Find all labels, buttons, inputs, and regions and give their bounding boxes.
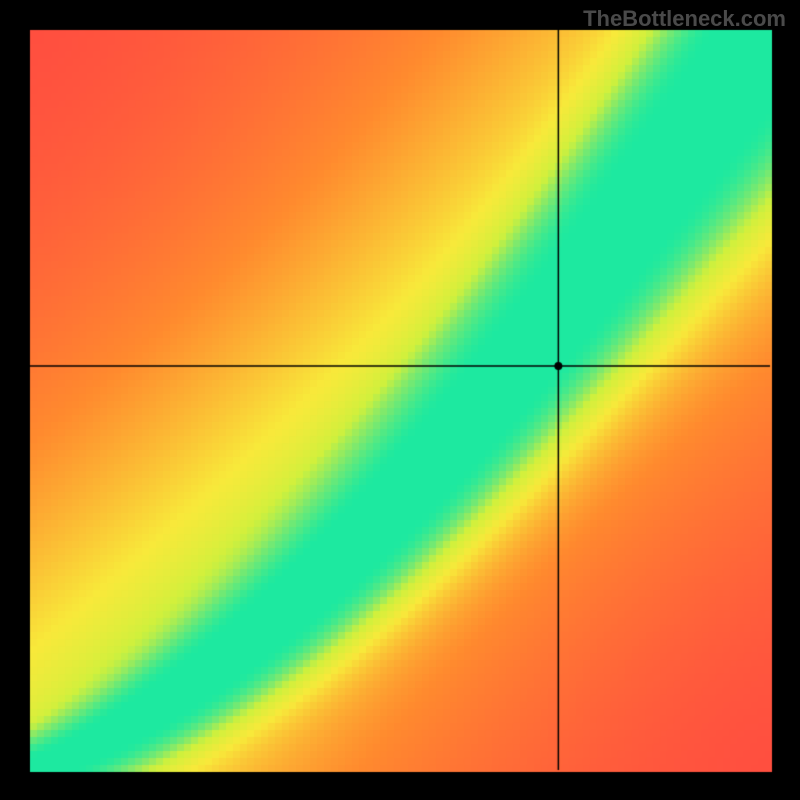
bottleneck-heatmap <box>0 0 800 800</box>
chart-container: { "watermark": { "text": "TheBottleneck.… <box>0 0 800 800</box>
